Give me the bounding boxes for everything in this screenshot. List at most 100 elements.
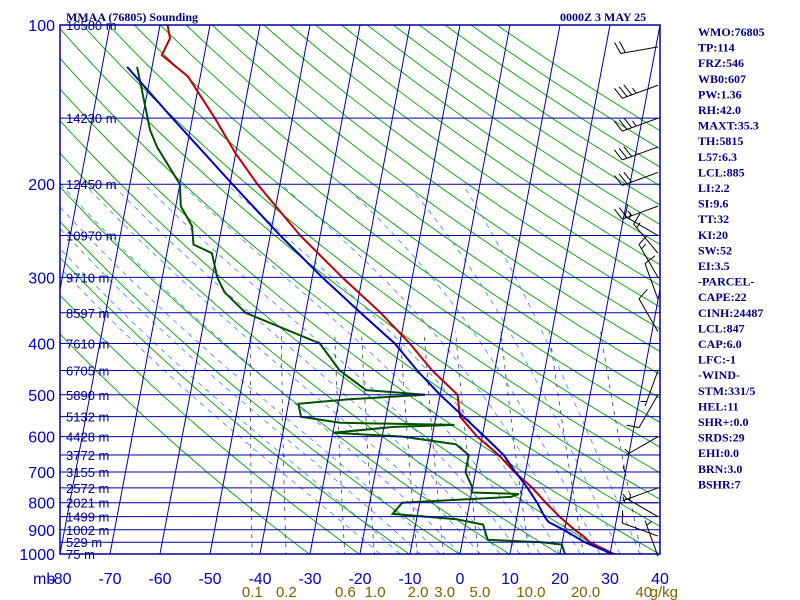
- sounding-index: CAP:6.0: [698, 337, 742, 351]
- dry-adiabat-line: [159, 25, 660, 399]
- temperature-tick-label: -80: [48, 571, 71, 588]
- pressure-unit-label: mb: [33, 571, 55, 588]
- wind-barb-staff: [638, 298, 659, 332]
- height-label: 529 m: [66, 535, 102, 550]
- dry-adiabat-line: [289, 25, 660, 287]
- height-label: 2021 m: [66, 496, 109, 511]
- wind-barb: [614, 117, 659, 132]
- wind-barb-flag: [614, 42, 622, 54]
- isotherm-line: [559, 25, 660, 554]
- wind-barb-staff: [638, 244, 659, 278]
- wind-barb-flag: [644, 255, 656, 264]
- sounding-index: WB0:607: [698, 72, 746, 86]
- wind-barb-flag: [626, 424, 640, 429]
- temperature-tick-label: -20: [348, 571, 371, 588]
- wind-barb-staff: [633, 223, 659, 254]
- wind-barb-staff: [638, 394, 659, 428]
- sounding-index: LFC:-1: [698, 353, 736, 367]
- height-label: 3155 m: [66, 465, 109, 480]
- wind-barb-staff: [622, 84, 659, 99]
- mixing-ratio-label: 2.0: [408, 584, 429, 600]
- sounding-index: SI:9.6: [698, 197, 728, 211]
- wind-barb: [644, 520, 659, 557]
- sounding-index: TT:32: [698, 212, 729, 226]
- mixing-ratio-label: 10.0: [516, 584, 545, 600]
- pressure-tick-label: 800: [28, 496, 55, 513]
- plot-frame: [59, 24, 661, 555]
- moist-adiabat-line: [181, 183, 541, 554]
- wind-barb-staff: [622, 487, 659, 502]
- dry-adiabat-line: [211, 25, 660, 352]
- wind-barb-half-flag: [646, 520, 652, 526]
- sounding-index: SW:52: [698, 243, 732, 257]
- wind-barb-half-flag: [624, 448, 630, 454]
- station-title: MMAA (76805) Sounding: [66, 10, 198, 24]
- wind-barb: [640, 370, 659, 407]
- temperature-tick-label: 10: [501, 571, 519, 588]
- height-label: 5132 m: [66, 410, 109, 425]
- height-label: 4428 m: [66, 430, 109, 445]
- pressure-tick-label: 400: [28, 336, 55, 353]
- mixing-ratio-line: [249, 331, 253, 554]
- sounding-index: CINH:24487: [698, 306, 763, 320]
- wind-barb: [638, 289, 659, 332]
- wind-barb-flag: [624, 204, 629, 217]
- wind-barb-staff: [644, 520, 659, 557]
- height-label: 10970 m: [66, 229, 117, 244]
- wind-barb-flag: [623, 171, 633, 183]
- wind-barb-flag: [618, 86, 628, 97]
- wind-barb-flag: [623, 117, 633, 129]
- dry-adiabat-line: [82, 25, 660, 474]
- sounding-index: MAXT:35.3: [698, 119, 759, 133]
- moist-adiabat-line: [60, 206, 441, 554]
- wind-barb-flag: [614, 88, 623, 99]
- sounding-index: HEL:11: [698, 399, 739, 413]
- sounding-index: TP:114: [698, 41, 735, 55]
- wind-barb: [614, 41, 659, 54]
- height-label: 7610 m: [66, 336, 109, 351]
- isotherm-line: [60, 25, 111, 293]
- dry-adiabat-line: [60, 57, 660, 527]
- mixing-ratio-unit-label: g/kg: [650, 584, 678, 600]
- sounding-index: EI:3.5: [698, 259, 730, 273]
- temperature-tick-label: 40: [651, 571, 669, 588]
- wind-barb-staff: [644, 370, 659, 407]
- wind-barb: [624, 493, 659, 518]
- sounding-index: LI:2.2: [698, 181, 730, 195]
- moist-adiabat-line: [406, 183, 621, 554]
- isotherm-line: [459, 25, 561, 554]
- wind-barb-half-flag: [632, 87, 637, 94]
- dewpoint-profile: [136, 66, 567, 554]
- wind-barb-staff: [622, 205, 659, 220]
- wind-barb-flag: [623, 146, 633, 157]
- wind-barb-staff: [624, 497, 659, 518]
- sounding-index: TH:5815: [698, 134, 743, 148]
- sounding-index: SRDS:29: [698, 431, 745, 445]
- wind-barb: [626, 394, 659, 429]
- wind-barb: [624, 436, 659, 457]
- wind-barb-half-flag: [628, 493, 632, 501]
- pressure-tick-label: 100: [28, 18, 55, 35]
- temperature-tick-label: 20: [551, 571, 569, 588]
- sounding-index: BSHR:7: [698, 477, 741, 491]
- wind-barb-flag: [614, 208, 623, 220]
- isotherm-line: [409, 25, 511, 554]
- isotherm-line: [509, 25, 611, 554]
- isotherm-line: [259, 25, 361, 554]
- temperature-tick-label: -60: [148, 571, 171, 588]
- temperature-tick-label: -70: [98, 571, 121, 588]
- height-label: 14230 m: [66, 111, 117, 126]
- mixing-ratio-label: 1.0: [365, 584, 386, 600]
- dry-adiabat-line: [60, 333, 311, 554]
- height-label: 3772 m: [66, 448, 109, 463]
- wind-barb-flag: [623, 84, 633, 96]
- height-label: 75 m: [66, 547, 95, 562]
- temperature-tick-label: -10: [398, 571, 421, 588]
- pressure-tick-label: 700: [28, 465, 55, 482]
- dry-adiabat-line: [60, 186, 511, 554]
- isotherm-line: [109, 25, 211, 554]
- mixing-ratio-label: 0.2: [276, 584, 297, 600]
